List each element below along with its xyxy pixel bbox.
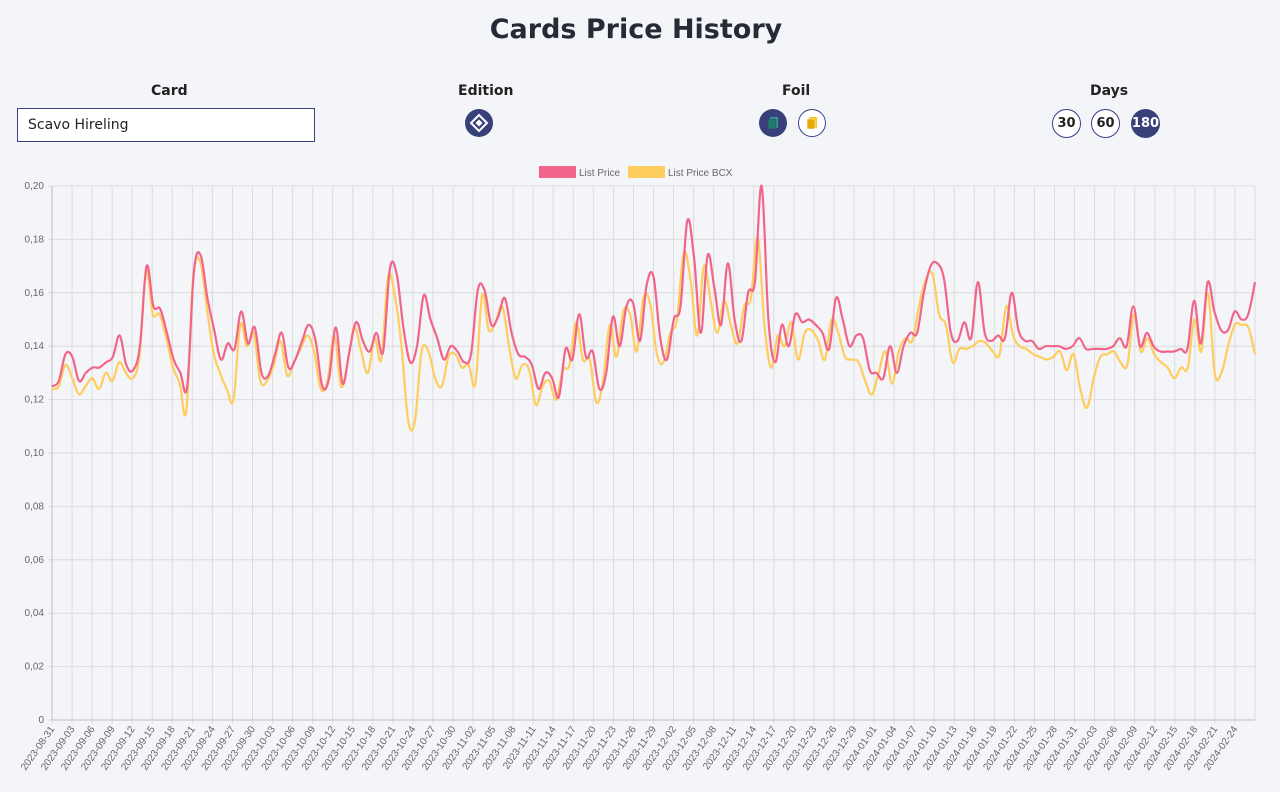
- days-60-button[interactable]: 60: [1091, 109, 1120, 138]
- legend-list-price-bcx[interactable]: List Price BCX: [628, 166, 733, 179]
- days-30-button[interactable]: 30: [1052, 109, 1081, 138]
- edition-label: Edition: [458, 83, 514, 99]
- y-axis-ticks: 0 0,02 0,04 0,06 0,08 0,10 0,12 0,14 0,16 0,18 0,2…: [25, 181, 45, 726]
- y-tick-label: 0,06: [25, 555, 45, 566]
- y-tick-label: 0,18: [25, 234, 45, 245]
- y-tick-label: 0,04: [25, 608, 45, 619]
- y-tick-label: 0,10: [25, 448, 45, 459]
- chart-grid: [48, 185, 1256, 724]
- card-search-input[interactable]: [17, 108, 315, 142]
- y-tick-label: 0,16: [25, 288, 45, 299]
- y-tick-label: 0,08: [25, 501, 45, 512]
- legend-list-price-label: List Price: [579, 168, 621, 179]
- regular-card-icon: [767, 117, 778, 130]
- legend-list-price[interactable]: List Price: [539, 166, 621, 179]
- foil-gold-button[interactable]: [798, 109, 826, 137]
- foil-label: Foil: [782, 83, 811, 99]
- legend-list-price-bcx-label: List Price BCX: [668, 168, 733, 179]
- y-tick-label: 0,14: [25, 341, 45, 352]
- y-tick-label: 0,12: [25, 395, 45, 406]
- chart-lines: [51, 184, 1257, 432]
- y-tick-label: 0,20: [25, 181, 45, 192]
- gold-card-icon: [806, 117, 817, 130]
- list-price-line: [51, 184, 1257, 399]
- edition-button[interactable]: [465, 109, 493, 137]
- edition-diamond-icon: [469, 113, 489, 133]
- y-tick-label: 0,02: [25, 662, 45, 673]
- days-180-button[interactable]: 180: [1131, 109, 1160, 138]
- card-label: Card: [151, 83, 188, 99]
- legend-list-price-swatch: [539, 166, 576, 178]
- y-tick-label: 0: [38, 715, 44, 726]
- page-title: Cards Price History: [489, 14, 783, 45]
- chart-legend: List Price List Price BCX: [539, 166, 733, 179]
- foil-regular-button[interactable]: [759, 109, 787, 137]
- legend-list-price-bcx-swatch: [628, 166, 665, 178]
- days-label: Days: [1090, 83, 1129, 99]
- price-history-chart: 0 0,02 0,04 0,06 0,08 0,10 0,12 0,14 0,16 0,18 0,2…: [19, 166, 1257, 773]
- x-axis-ticks: 2023-08-312023-09-032023-09-062023-09-09…: [19, 724, 1241, 773]
